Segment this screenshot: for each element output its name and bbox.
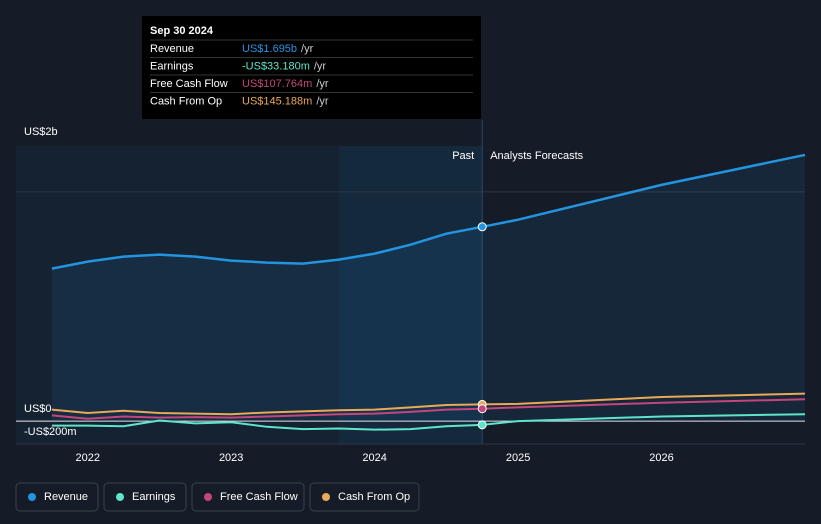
series-line <box>51 392 806 416</box>
y-tick-label: US$2b <box>24 126 58 138</box>
tooltip-date: Sep 30 2024 <box>150 25 214 37</box>
legend-swatch <box>322 493 330 501</box>
tooltip-value-text: US$1.695b <box>242 43 297 55</box>
legend-swatch <box>204 493 212 501</box>
tooltip-value: -US$33.180m/yr <box>242 60 326 72</box>
x-tick-label: 2025 <box>506 452 530 464</box>
legend-label: Revenue <box>44 491 88 503</box>
legend-box[interactable] <box>309 482 420 512</box>
tooltip-value-text: US$145.188m <box>242 95 312 107</box>
legend-box[interactable] <box>15 482 99 512</box>
y-tick-label: US$0 <box>24 403 52 415</box>
x-tick-label: 2024 <box>362 452 386 464</box>
legend-box[interactable] <box>103 482 187 512</box>
x-tick-label: 2026 <box>649 452 673 464</box>
legend-item[interactable]: Revenue <box>15 482 99 512</box>
legend-item[interactable]: Cash From Op <box>309 482 420 512</box>
tooltip-name: Earnings <box>150 60 194 72</box>
tooltip-suffix: /yr <box>301 43 314 55</box>
tooltip: Sep 30 2024 Revenue US$1.695b/yr Earnings -U… <box>142 16 481 119</box>
x-tick-label: 2022 <box>75 452 99 464</box>
tooltip-box <box>142 16 481 119</box>
tooltip-value: US$107.764m/yr <box>242 78 329 90</box>
forecast-label: Analysts Forecasts <box>490 150 583 162</box>
legend-item[interactable]: Earnings <box>103 482 187 512</box>
past-label: Past <box>452 150 474 162</box>
tooltip-value-text: -US$33.180m <box>242 60 310 72</box>
series-line <box>51 153 806 270</box>
tooltip-name: Cash From Op <box>150 95 222 107</box>
point-marker <box>477 420 487 430</box>
hover-band <box>338 146 483 444</box>
tooltip-name: Free Cash Flow <box>150 78 228 90</box>
series-line <box>51 398 806 420</box>
legend-box[interactable] <box>191 482 305 512</box>
tooltip-value: US$1.695b/yr <box>242 43 314 55</box>
series-line <box>51 413 806 431</box>
tooltip-value: US$145.188m/yr <box>242 95 329 107</box>
tooltip-suffix: /yr <box>316 78 329 90</box>
tooltip-name: Revenue <box>150 43 194 55</box>
y-tick-label: -US$200m <box>24 426 77 438</box>
legend-label: Earnings <box>132 491 176 503</box>
tooltip-suffix: /yr <box>316 95 329 107</box>
legend-label: Free Cash Flow <box>220 491 298 503</box>
point-marker <box>477 222 487 232</box>
revenue-area <box>51 154 805 422</box>
legend-label: Cash From Op <box>338 491 410 503</box>
tooltip-suffix: /yr <box>314 60 327 72</box>
legend-swatch <box>116 493 124 501</box>
point-marker <box>477 404 487 414</box>
past-region <box>16 146 483 444</box>
tooltip-value-text: US$107.764m <box>242 78 312 90</box>
legend-item[interactable]: Free Cash Flow <box>191 482 305 512</box>
x-tick-label: 2023 <box>219 452 243 464</box>
legend-swatch <box>28 493 36 501</box>
